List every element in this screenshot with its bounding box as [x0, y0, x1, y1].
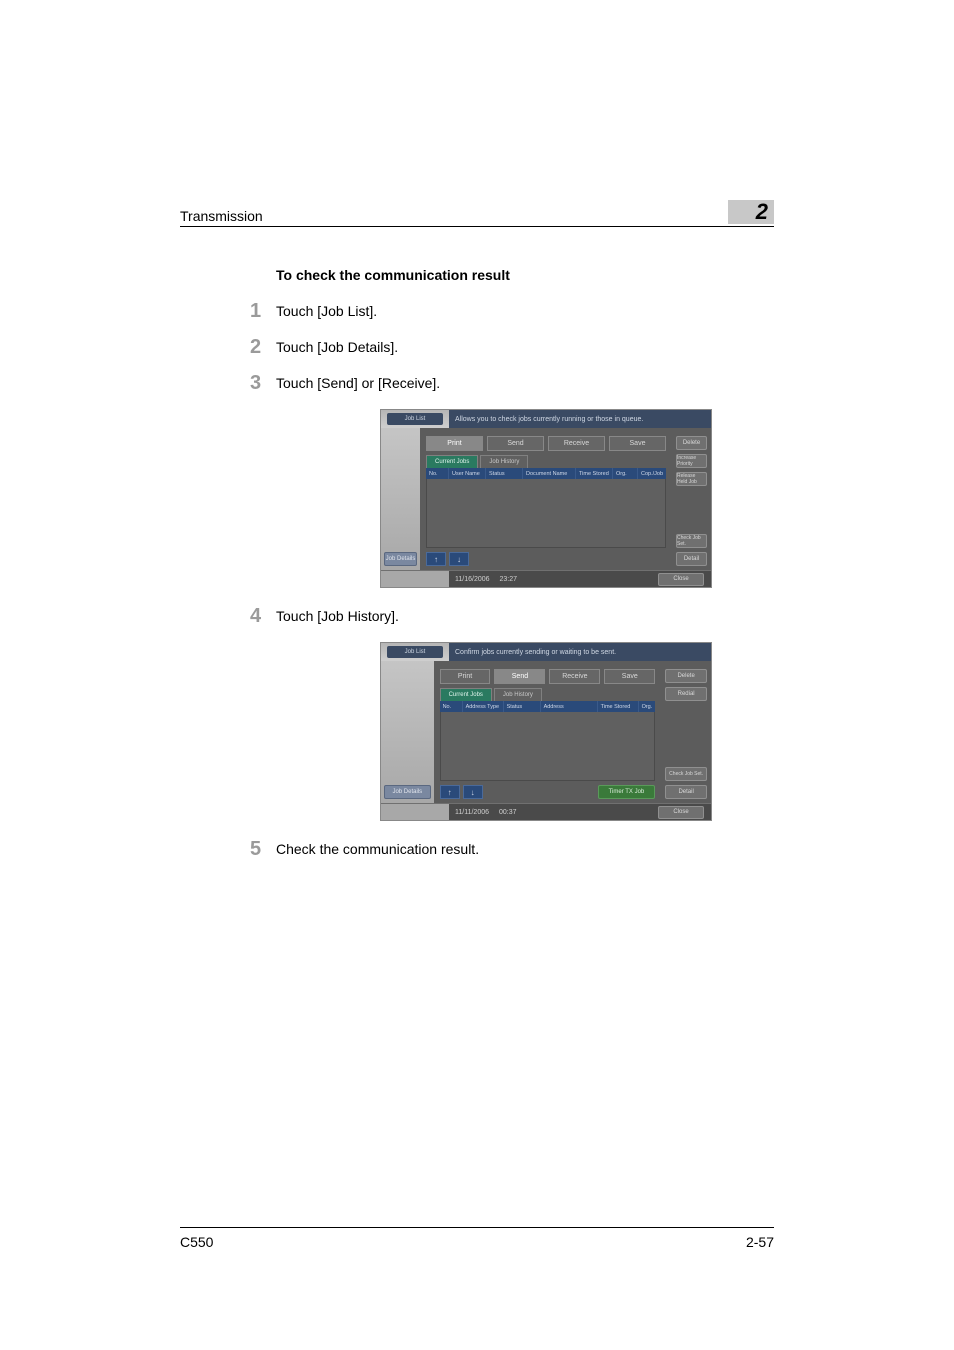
step-text: Touch [Send] or [Receive]. [276, 373, 440, 391]
ts-time: 00:37 [499, 809, 517, 816]
col-no: No. [426, 468, 449, 479]
close-button[interactable]: Close [658, 806, 704, 819]
col-org: Org. [639, 701, 656, 712]
ts-date: 11/16/2006 [455, 576, 490, 583]
screenshot-joblist-send: Job List Confirm jobs currently sending … [380, 642, 712, 821]
main-tabs: Print Send Receive Save [440, 669, 656, 684]
col-docname: Document Name [523, 468, 576, 479]
delete-button[interactable]: Delete [676, 436, 707, 450]
step-number: 1 [250, 301, 276, 321]
tab-receive[interactable]: Receive [548, 436, 605, 451]
col-status: Status [486, 468, 523, 479]
col-cop: Cop./Job [638, 468, 666, 479]
banner-text: Confirm jobs currently sending or waitin… [449, 643, 711, 661]
arrow-up-button[interactable]: ↑ [426, 552, 446, 566]
screenshot-joblist-print: Job List Allows you to check jobs curren… [380, 409, 712, 588]
step-1: 1 Touch [Job List]. [250, 301, 774, 321]
jobdetails-button[interactable]: Job Details [384, 552, 417, 566]
footer-page: 2-57 [746, 1234, 774, 1250]
section-title: To check the communication result [276, 267, 774, 283]
subtab-current[interactable]: Current Jobs [426, 455, 478, 468]
table-body-empty [426, 479, 666, 548]
tab-print[interactable]: Print [426, 436, 483, 451]
step-text: Touch [Job List]. [276, 301, 377, 319]
step-number: 4 [250, 606, 276, 626]
step-text: Touch [Job History]. [276, 606, 399, 624]
tab-save[interactable]: Save [604, 669, 655, 684]
col-user: User Name [449, 468, 486, 479]
tab-send[interactable]: Send [487, 436, 544, 451]
sub-tabs: Current Jobs Job History [440, 688, 656, 701]
tab-print[interactable]: Print [440, 669, 491, 684]
timestamp: 11/11/2006 00:37 [449, 804, 651, 820]
col-org: Org. [613, 468, 638, 479]
banner-text: Allows you to check jobs currently runni… [449, 410, 711, 428]
tab-save[interactable]: Save [609, 436, 666, 451]
col-status: Status [504, 701, 541, 712]
arrow-down-button[interactable]: ↓ [463, 785, 483, 799]
table-header: No. Address Type Status Address Time Sto… [440, 701, 656, 712]
subtab-history[interactable]: Job History [494, 688, 542, 701]
col-addrtype: Address Type [463, 701, 504, 712]
ts-time: 23:27 [500, 576, 518, 583]
tab-send[interactable]: Send [494, 669, 545, 684]
detail-button[interactable]: Detail [676, 552, 707, 566]
step-4: 4 Touch [Job History]. [250, 606, 774, 626]
page-header: Transmission 2 [180, 200, 774, 227]
timer-tx-job-button[interactable]: Timer TX Job [598, 785, 656, 799]
col-time: Time Stored [598, 701, 639, 712]
table-header: No. User Name Status Document Name Time … [426, 468, 666, 479]
arrow-down-button[interactable]: ↓ [449, 552, 469, 566]
detail-button[interactable]: Detail [665, 785, 707, 799]
check-job-set-button[interactable]: Check Job Set. [665, 767, 707, 781]
step-number: 5 [250, 839, 276, 859]
col-address: Address [541, 701, 598, 712]
table-body-empty [440, 712, 656, 781]
check-job-set-button[interactable]: Check Job Set. [676, 534, 707, 548]
step-number: 2 [250, 337, 276, 357]
close-button[interactable]: Close [658, 573, 704, 586]
col-time: Time Stored [576, 468, 613, 479]
step-number: 3 [250, 373, 276, 393]
increase-priority-button[interactable]: Increase Priority [676, 454, 707, 468]
arrow-up-button[interactable]: ↑ [440, 785, 460, 799]
footer-model: C550 [180, 1234, 213, 1250]
delete-button[interactable]: Delete [665, 669, 707, 683]
step-text: Check the communication result. [276, 839, 479, 857]
header-title: Transmission [180, 208, 263, 224]
page-footer: C550 2-57 [180, 1227, 774, 1250]
subtab-history[interactable]: Job History [480, 455, 528, 468]
right-panel: Delete Increase Priority Release Held Jo… [672, 428, 711, 570]
subtab-current[interactable]: Current Jobs [440, 688, 492, 701]
redial-button[interactable]: Redial [665, 687, 707, 701]
step-text: Touch [Job Details]. [276, 337, 398, 355]
joblist-button[interactable]: Job List [387, 646, 443, 658]
col-no: No. [440, 701, 463, 712]
sub-tabs: Current Jobs Job History [426, 455, 666, 468]
step-3: 3 Touch [Send] or [Receive]. [250, 373, 774, 393]
step-5: 5 Check the communication result. [250, 839, 774, 859]
joblist-button[interactable]: Job List [387, 413, 443, 425]
chapter-number-badge: 2 [728, 200, 774, 224]
step-2: 2 Touch [Job Details]. [250, 337, 774, 357]
timestamp: 11/16/2006 23:27 [449, 571, 651, 587]
release-held-button[interactable]: Release Held Job [676, 472, 707, 486]
right-panel: Delete Redial Check Job Set. Detail [661, 661, 711, 803]
ts-date: 11/11/2006 [455, 809, 489, 816]
main-tabs: Print Send Receive Save [426, 436, 666, 451]
jobdetails-button[interactable]: Job Details [384, 785, 431, 799]
tab-receive[interactable]: Receive [549, 669, 600, 684]
